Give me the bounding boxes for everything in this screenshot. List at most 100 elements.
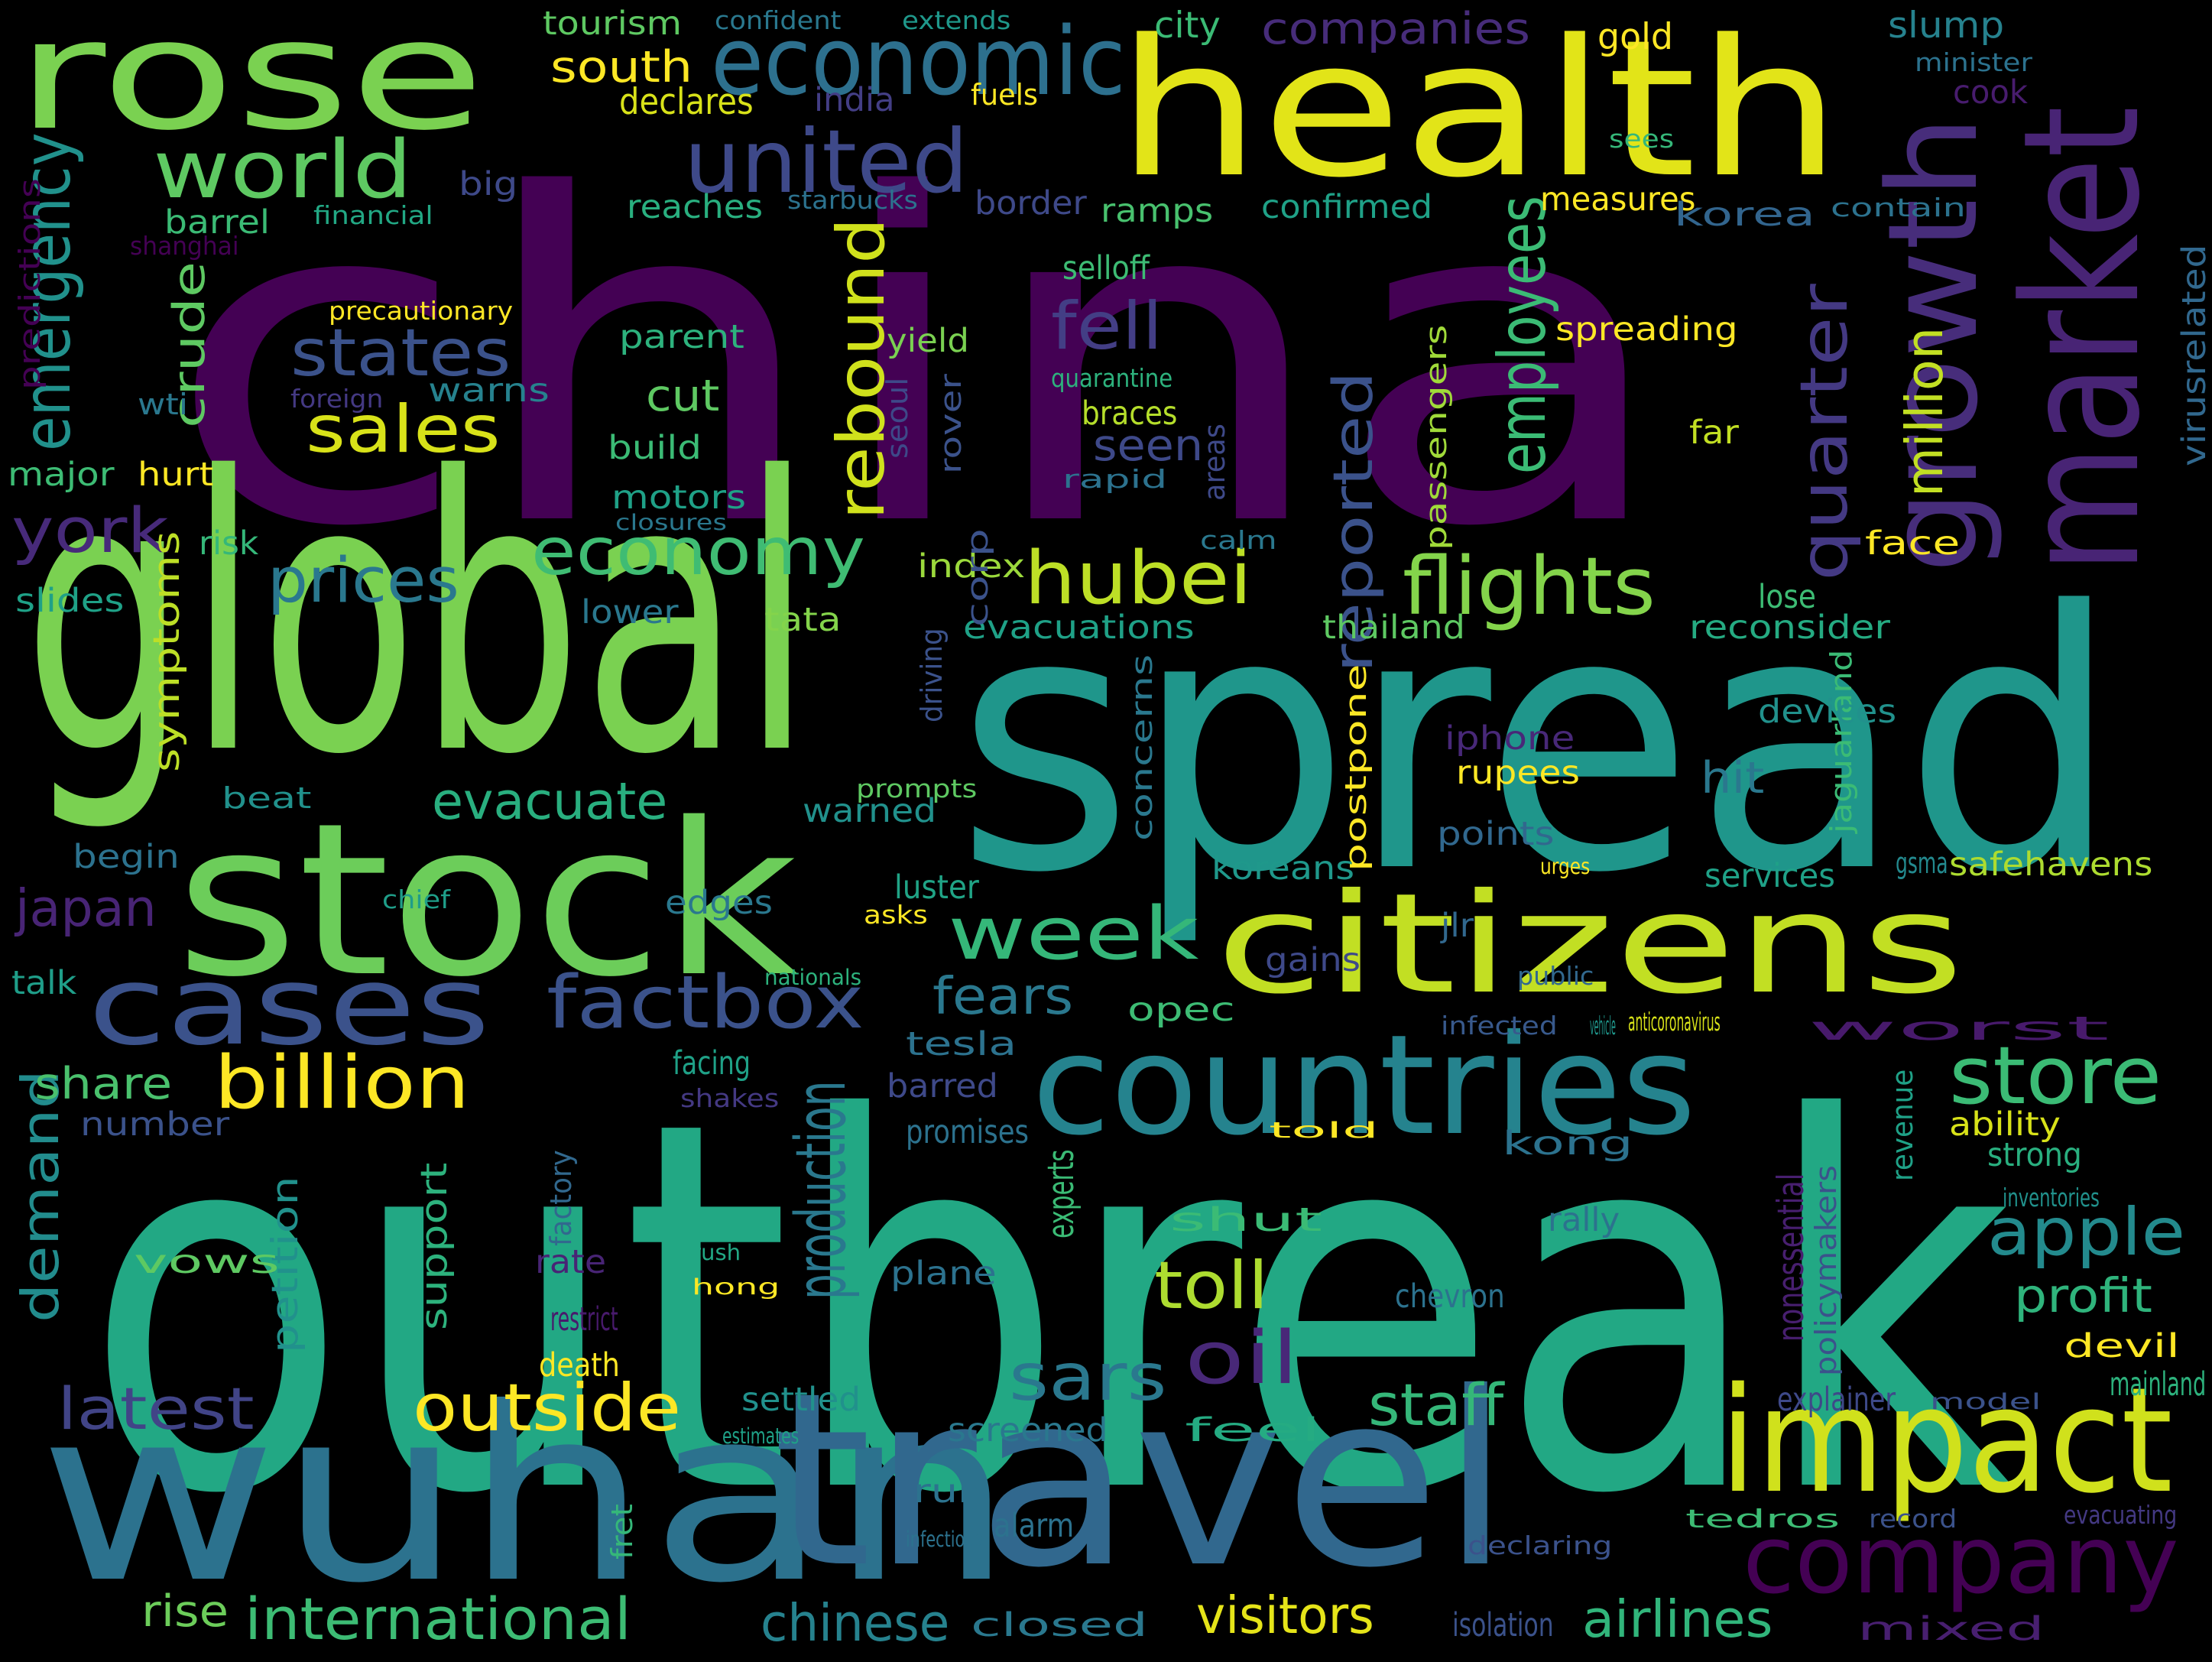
word-prompts: prompts bbox=[856, 774, 978, 803]
word-death: death bbox=[539, 1346, 620, 1384]
word-experts: experts bbox=[1040, 1149, 1082, 1238]
word-ramps: ramps bbox=[1101, 192, 1214, 230]
word-production: production bbox=[781, 1080, 861, 1300]
word-settled: settled bbox=[741, 1381, 861, 1419]
word-evacuations: evacuations bbox=[963, 609, 1195, 647]
word-company: company bbox=[1743, 1505, 2179, 1615]
word-world: world bbox=[153, 123, 413, 216]
word-build: build bbox=[608, 429, 702, 467]
word-fell: fell bbox=[1051, 289, 1163, 365]
word-visitors: visitors bbox=[1196, 1586, 1374, 1645]
word-thailand: thailand bbox=[1322, 609, 1465, 647]
word-slump: slump bbox=[1888, 5, 2005, 47]
word-big: big bbox=[459, 165, 518, 203]
word-opec: opec bbox=[1127, 991, 1235, 1029]
word-closures: closures bbox=[615, 510, 727, 535]
word-health: health bbox=[1116, 0, 1842, 219]
word-mixed: mixed bbox=[1857, 1610, 2045, 1648]
word-evacuate: evacuate bbox=[432, 771, 668, 831]
word-vehicle: vehicle bbox=[1590, 1011, 1616, 1040]
word-staff: staff bbox=[1368, 1371, 1504, 1439]
word-evacuating: evacuating bbox=[2064, 1500, 2178, 1530]
word-major: major bbox=[8, 456, 115, 494]
word-lower: lower bbox=[581, 593, 679, 631]
word-citizens: citizens bbox=[1215, 863, 1964, 1024]
word-services: services bbox=[1704, 857, 1835, 895]
word-rupees: rupees bbox=[1456, 754, 1581, 792]
word-concerns: concerns bbox=[1125, 654, 1159, 841]
word-anticoronavirus: anticoronavirus bbox=[1628, 1007, 1721, 1037]
word-warned: warned bbox=[803, 792, 937, 830]
word-index: index bbox=[917, 547, 1026, 586]
word-week: week bbox=[948, 892, 1199, 976]
word-confident: confident bbox=[715, 5, 842, 35]
word-revenue: revenue bbox=[1886, 1069, 1919, 1181]
word-policymakers: policymakers bbox=[1809, 1165, 1843, 1376]
word-braces: braces bbox=[1082, 394, 1178, 433]
word-urges: urges bbox=[1540, 854, 1591, 879]
word-model: model bbox=[1930, 1389, 2042, 1414]
word-declares: declares bbox=[619, 81, 754, 123]
word-measures: measures bbox=[1540, 180, 1696, 219]
word-oil: oil bbox=[1185, 1316, 1299, 1401]
word-rate: rate bbox=[535, 1243, 607, 1281]
word-passengers: passengers bbox=[1419, 324, 1453, 550]
word-chinese: chinese bbox=[761, 1593, 950, 1653]
word-devices: devices bbox=[1758, 693, 1897, 731]
word-jaguarland: jaguarland bbox=[1824, 649, 1858, 833]
word-predictions: predictions bbox=[13, 178, 47, 390]
word-shanghai: shanghai bbox=[130, 231, 239, 261]
word-apple: apple bbox=[1987, 1195, 2186, 1271]
word-gsma: gsma bbox=[1896, 846, 1948, 880]
word-kong: kong bbox=[1502, 1125, 1633, 1163]
word-hubei: hubei bbox=[1024, 537, 1253, 621]
word-barrel: barrel bbox=[164, 203, 271, 242]
word-international: international bbox=[245, 1585, 631, 1653]
word-lose: lose bbox=[1758, 578, 1816, 616]
word-areas: areas bbox=[1198, 424, 1231, 501]
word-nonessential: nonessential bbox=[1770, 1173, 1812, 1342]
word-rose: rose bbox=[15, 0, 485, 164]
word-store: store bbox=[1949, 1029, 2162, 1122]
word-fret: fret bbox=[605, 1504, 639, 1560]
word-symptoms: symptoms bbox=[146, 531, 188, 772]
word-wuhan: wuhan bbox=[38, 1356, 1015, 1635]
word-companies: companies bbox=[1261, 4, 1531, 54]
word-reconsider: reconsider bbox=[1689, 609, 1890, 647]
word-told: told bbox=[1269, 1118, 1379, 1143]
word-financial: financial bbox=[313, 200, 433, 230]
word-beat: beat bbox=[222, 781, 312, 815]
word-edges: edges bbox=[665, 884, 773, 922]
word-face: face bbox=[1865, 524, 1961, 563]
word-fuels: fuels bbox=[971, 78, 1039, 112]
word-quarter: quarter bbox=[1787, 284, 1863, 581]
word-profit: profit bbox=[2014, 1268, 2152, 1323]
word-sales: sales bbox=[306, 392, 501, 468]
word-declaring: declaring bbox=[1468, 1531, 1613, 1560]
word-worst: worst bbox=[1808, 1010, 2110, 1048]
word-nationals: nationals bbox=[764, 965, 862, 990]
word-warns: warns bbox=[428, 372, 550, 410]
word-promises: promises bbox=[906, 1113, 1029, 1151]
word-factory: factory bbox=[544, 1150, 578, 1246]
word-united: united bbox=[684, 111, 968, 213]
word-devil: devil bbox=[2064, 1327, 2180, 1365]
word-tourism: tourism bbox=[543, 5, 683, 43]
word-barred: barred bbox=[887, 1067, 998, 1105]
word-calm: calm bbox=[1200, 525, 1277, 555]
word-employees: employees bbox=[1485, 196, 1561, 474]
word-minister: minister bbox=[1915, 47, 2032, 77]
word-cut: cut bbox=[646, 371, 720, 421]
word-infectious: infectious bbox=[906, 1527, 984, 1552]
word-public: public bbox=[1517, 961, 1594, 991]
word-infected: infected bbox=[1441, 1011, 1558, 1040]
word-motors: motors bbox=[611, 479, 747, 517]
word-vows: vows bbox=[134, 1243, 280, 1281]
word-talk: talk bbox=[11, 964, 77, 1002]
word-south: south bbox=[550, 42, 693, 93]
word-share: share bbox=[34, 1059, 173, 1109]
word-prices: prices bbox=[268, 545, 459, 617]
word-safehavens: safehavens bbox=[1949, 846, 2153, 884]
word-strong: strong bbox=[1987, 1136, 2082, 1174]
